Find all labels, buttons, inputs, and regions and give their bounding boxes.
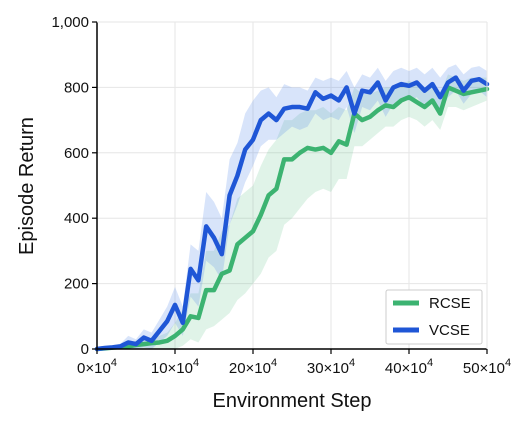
- legend-label-rcse: RCSE: [429, 295, 471, 312]
- y-axis-title: Episode Return: [16, 117, 38, 255]
- y-tick-label: 800: [64, 79, 89, 96]
- x-tick-label: 20×104: [229, 357, 277, 377]
- x-tick-label: 10×104: [151, 357, 199, 377]
- y-ticks: 0 200 400 600 800 1,000: [51, 14, 97, 358]
- y-tick-label: 200: [64, 276, 89, 293]
- x-tick-label: 0×104: [77, 357, 117, 377]
- band-rcse: [97, 74, 487, 349]
- y-tick-label: 0: [81, 341, 89, 358]
- x-ticks: 0×104 10×104 20×104 30×104 40×104 50×104: [77, 349, 511, 377]
- x-tick-label: 40×104: [385, 357, 433, 377]
- line-vcse: [94, 75, 490, 352]
- series-lines: [94, 75, 490, 352]
- line-rcse: [94, 85, 490, 352]
- legend-label-vcse: VCSE: [429, 322, 470, 339]
- y-tick-label: 1,000: [51, 14, 89, 31]
- legend: RCSE VCSE: [385, 289, 483, 345]
- x-tick-label: 50×104: [463, 357, 511, 377]
- x-tick-label: 30×104: [307, 357, 355, 377]
- y-tick-label: 600: [64, 145, 89, 162]
- x-axis-title: Environment Step: [213, 390, 372, 412]
- y-tick-label: 400: [64, 210, 89, 227]
